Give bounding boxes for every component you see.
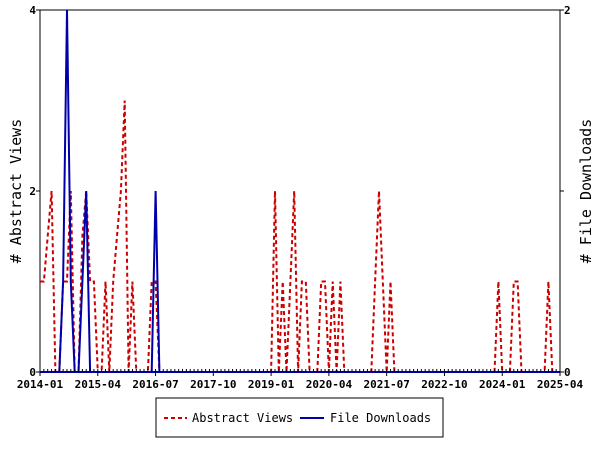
x-tick-label: 2015-04 [75, 378, 122, 391]
x-tick-label: 2017-10 [190, 378, 236, 391]
left-y-tick-label: 0 [29, 366, 36, 379]
x-tick-label: 2022-10 [421, 378, 467, 391]
x-tick-label: 2021-07 [363, 378, 409, 391]
left-y-tick-label: 2 [29, 185, 36, 198]
legend-box [155, 397, 444, 438]
x-tick-label: 2014-01 [17, 378, 64, 391]
x-axis: 2014-01 2015-04 2016-07 2017-10 2019-01 2020-… [17, 369, 584, 391]
series-line-file-downloads [40, 9, 560, 373]
left-y-tick-label: 4 [29, 4, 36, 17]
legend-label-abstract-views: Abstract Views [192, 411, 293, 425]
x-tick-label: 2025-04 [537, 378, 584, 391]
series-line-abstract-views [40, 100, 554, 373]
right-axis-title: # File Downloads [577, 119, 595, 264]
right-y-tick-label: 0 [564, 366, 571, 379]
left-axis-title: # Abstract Views [7, 119, 25, 264]
left-y-axis: 0 2 4 [29, 4, 40, 379]
legend-label-file-downloads: File Downloads [330, 411, 431, 425]
x-tick-label: 2016-07 [132, 378, 178, 391]
right-y-tick-label: 2 [564, 4, 571, 17]
x-tick-label: 2024-01 [479, 378, 526, 391]
x-tick-label: 2019-01 [248, 378, 295, 391]
right-y-axis: 02 [560, 4, 571, 379]
plot-area [39, 9, 561, 373]
legend: Abstract Views File Downloads [155, 397, 444, 438]
x-tick-label: 2020-04 [306, 378, 353, 391]
